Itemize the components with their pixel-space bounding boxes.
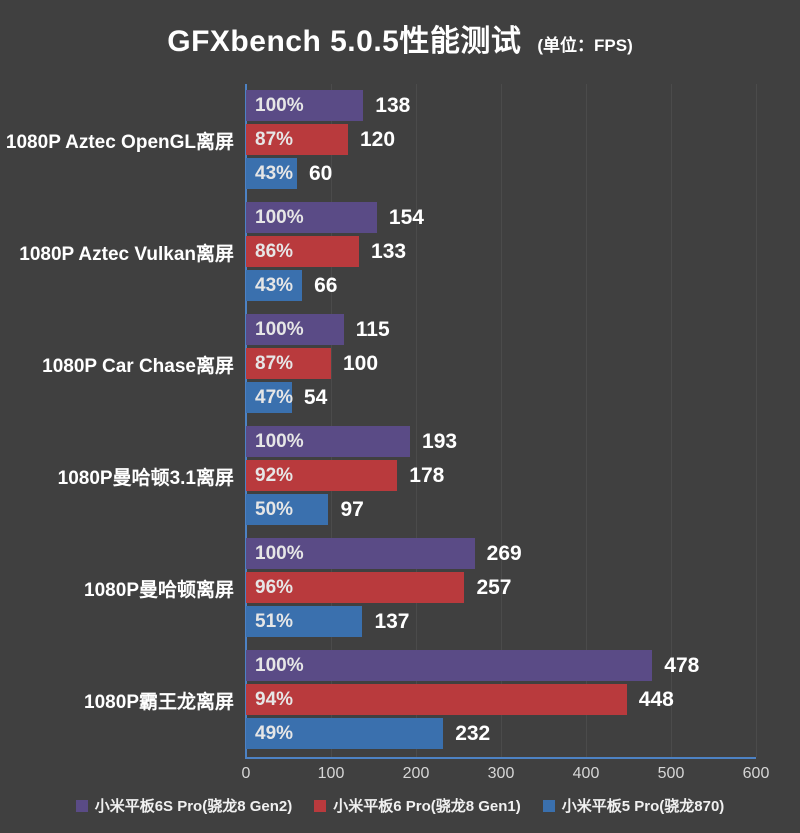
category-label: 1080P Aztec OpenGL离屏 bbox=[5, 131, 234, 153]
legend: 小米平板6S Pro(骁龙8 Gen2) 小米平板6 Pro(骁龙8 Gen1) 小… bbox=[0, 795, 800, 816]
category-label: 1080P曼哈顿3.1离屏 bbox=[57, 467, 234, 489]
legend-marker-icon bbox=[542, 799, 555, 812]
bar-percent-label: 50% bbox=[255, 498, 294, 520]
bar: 87% 100 bbox=[246, 348, 378, 379]
bar-percent-label: 49% bbox=[255, 722, 294, 744]
bar-percent-label: 94% bbox=[255, 688, 294, 710]
x-tick-label: 0 bbox=[241, 765, 251, 782]
x-tick-label: 300 bbox=[487, 765, 515, 782]
bar: 87% 120 bbox=[246, 124, 395, 155]
bar-value-label: 154 bbox=[388, 205, 424, 229]
x-tick-label: 600 bbox=[742, 765, 770, 782]
gridline bbox=[501, 84, 502, 757]
x-tick-label: 500 bbox=[657, 765, 685, 782]
bar-value-label: 97 bbox=[340, 497, 364, 521]
bar: 100% 269 bbox=[246, 538, 522, 569]
bar-percent-label: 92% bbox=[255, 464, 294, 486]
gridline bbox=[671, 84, 672, 757]
bar: 51% 137 bbox=[246, 606, 409, 637]
bar-value-label: 66 bbox=[314, 273, 338, 297]
bar-value-label: 178 bbox=[409, 463, 445, 487]
bar-percent-label: 100% bbox=[255, 206, 304, 228]
bar-value-label: 133 bbox=[371, 239, 407, 263]
gridline bbox=[756, 84, 757, 757]
bar-percent-label: 100% bbox=[255, 542, 304, 564]
bar-percent-label: 96% bbox=[255, 576, 294, 598]
bar-percent-label: 86% bbox=[255, 240, 294, 262]
bar: 96% 257 bbox=[246, 572, 511, 603]
bar: 100% 115 bbox=[246, 314, 390, 345]
bar-percent-label: 51% bbox=[255, 610, 294, 632]
bar-value-label: 60 bbox=[309, 161, 333, 185]
legend-item: 小米平板6 Pro(骁龙8 Gen1) bbox=[314, 795, 521, 816]
bar-value-label: 115 bbox=[355, 317, 390, 341]
legend-item-label: 小米平板6S Pro(骁龙8 Gen2) bbox=[94, 798, 293, 815]
bar-value-label: 448 bbox=[638, 687, 674, 711]
bar-value-label: 232 bbox=[455, 721, 491, 745]
bar-percent-label: 87% bbox=[255, 128, 294, 150]
bar: 47% 54 bbox=[246, 382, 327, 413]
bar: 100% 154 bbox=[246, 202, 424, 233]
chart-unit-label: (单位：FPS) bbox=[537, 36, 633, 55]
bar-percent-label: 43% bbox=[255, 274, 294, 296]
category-label: 1080P曼哈顿离屏 bbox=[84, 579, 234, 601]
legend-marker-icon bbox=[75, 799, 88, 812]
y-axis-line bbox=[245, 84, 247, 759]
x-axis-line bbox=[245, 757, 756, 759]
x-tick-label: 200 bbox=[402, 765, 430, 782]
bar-value-label: 100 bbox=[343, 351, 379, 375]
chart-title-row: GFXbench 5.0.5性能测试 (单位：FPS) bbox=[0, 16, 800, 60]
bar: 43% 66 bbox=[246, 270, 337, 301]
x-tick-label: 100 bbox=[317, 765, 345, 782]
legend-item-label: 小米平板5 Pro(骁龙870) bbox=[561, 798, 725, 815]
bar: 43% 60 bbox=[246, 158, 332, 189]
bar: 100% 478 bbox=[246, 650, 699, 681]
bar: 100% 193 bbox=[246, 426, 457, 457]
bar: 92% 178 bbox=[246, 460, 444, 491]
category-label: 1080P Car Chase离屏 bbox=[42, 355, 234, 377]
x-tick-label: 400 bbox=[572, 765, 600, 782]
chart-title: GFXbench 5.0.5性能测试 bbox=[167, 25, 522, 58]
gridline bbox=[331, 84, 332, 757]
bar-value-label: 54 bbox=[303, 385, 328, 409]
category-label: 1080P霸王龙离屏 bbox=[84, 691, 234, 713]
bar: 100% 138 bbox=[246, 90, 410, 121]
bar: 49% 232 bbox=[246, 718, 490, 749]
bar-value-label: 269 bbox=[486, 541, 522, 565]
gridline bbox=[416, 84, 417, 757]
bar: 86% 133 bbox=[246, 236, 406, 267]
bar-percent-label: 100% bbox=[255, 318, 304, 340]
gridline bbox=[586, 84, 587, 757]
legend-item: 小米平板5 Pro(骁龙870) bbox=[542, 795, 725, 816]
legend-marker-icon bbox=[314, 799, 327, 812]
bar-value-label: 257 bbox=[476, 575, 512, 599]
bar-percent-label: 100% bbox=[255, 94, 304, 116]
bar-value-label: 120 bbox=[360, 127, 396, 151]
bar: 50% 97 bbox=[246, 494, 364, 525]
bar-value-label: 478 bbox=[664, 653, 700, 677]
bar-percent-label: 100% bbox=[255, 654, 304, 676]
legend-item-label: 小米平板6 Pro(骁龙8 Gen1) bbox=[333, 798, 521, 815]
bar-value-label: 193 bbox=[422, 429, 458, 453]
bar: 94% 448 bbox=[246, 684, 674, 715]
bar-percent-label: 47% bbox=[255, 386, 294, 408]
legend-item: 小米平板6S Pro(骁龙8 Gen2) bbox=[75, 795, 293, 816]
bar-percent-label: 43% bbox=[255, 162, 294, 184]
bar-percent-label: 100% bbox=[255, 430, 304, 452]
bar-value-label: 138 bbox=[375, 93, 411, 117]
bar-percent-label: 87% bbox=[255, 352, 294, 374]
bar-value-label: 137 bbox=[374, 609, 410, 633]
category-label: 1080P Aztec Vulkan离屏 bbox=[19, 243, 234, 265]
